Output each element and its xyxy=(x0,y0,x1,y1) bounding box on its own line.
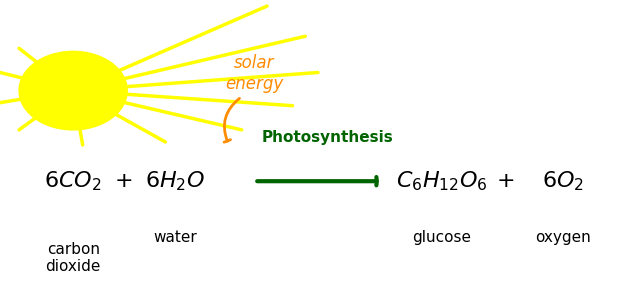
Text: +: + xyxy=(496,171,515,191)
Text: $6O_2$: $6O_2$ xyxy=(542,169,584,193)
Text: water: water xyxy=(153,230,197,245)
Text: $6H_2O$: $6H_2O$ xyxy=(145,169,205,193)
Text: solar
energy: solar energy xyxy=(225,54,284,93)
Text: oxygen: oxygen xyxy=(535,230,591,245)
Ellipse shape xyxy=(19,51,127,130)
Text: carbon
dioxide: carbon dioxide xyxy=(45,242,101,274)
Text: +: + xyxy=(114,171,134,191)
Text: Photosynthesis: Photosynthesis xyxy=(261,130,394,145)
Text: $6CO_2$: $6CO_2$ xyxy=(45,169,102,193)
Text: glucose: glucose xyxy=(413,230,471,245)
Text: $C_6H_{12}O_6$: $C_6H_{12}O_6$ xyxy=(396,169,488,193)
